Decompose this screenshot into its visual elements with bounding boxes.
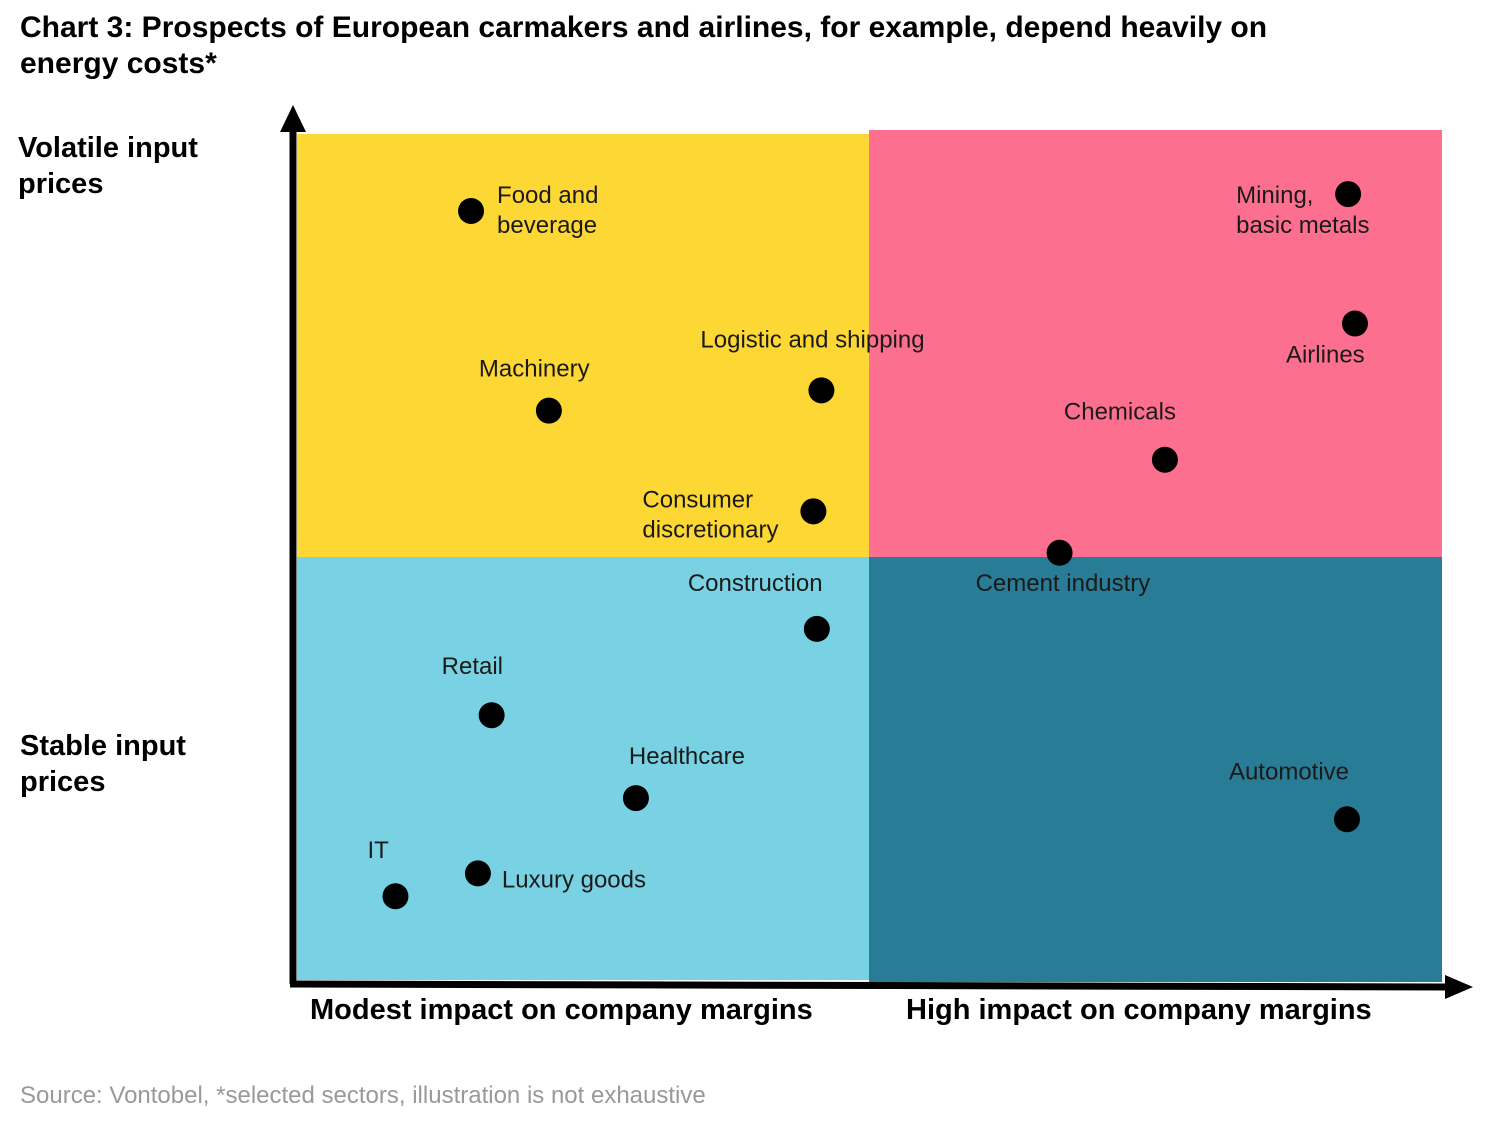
label-chemicals: Chemicals [1064,399,1176,426]
point-chemicals [1151,446,1178,473]
label-luxury-goods: Luxury goods [502,866,646,893]
point-mining-basic-metals [1335,181,1362,208]
x-label-modest: Modest impact on company margins [310,994,813,1026]
label-machinery: Machinery [479,356,590,383]
point-food-and-beverage [458,197,485,224]
label-food-and-beverage: Food and beverage [497,182,598,239]
point-logistic-and-shipping [808,377,835,404]
label-consumer-discretionary: Consumer discretionary [642,486,778,543]
label-mining-basic-metals: Mining, basic metals [1236,182,1369,239]
point-construction [803,615,830,642]
point-retail [478,702,505,729]
label-logistic-and-shipping: Logistic and shipping [700,326,924,353]
label-retail: Retail [442,653,503,680]
point-luxury-goods [464,860,491,887]
label-automotive: Automotive [1229,758,1349,785]
point-it [382,883,409,910]
label-it: IT [367,837,389,864]
label-healthcare: Healthcare [629,743,745,770]
point-airlines [1341,310,1368,337]
x-axis-arrowhead [1445,975,1473,999]
label-airlines: Airlines [1286,342,1365,369]
y-label-stable: Stable input prices [20,730,186,798]
label-construction: Construction [688,570,823,597]
point-cement-industry [1046,539,1073,566]
source-note: Source: Vontobel, *selected sectors, ill… [20,1082,706,1109]
x-label-high: High impact on company margins [906,994,1372,1026]
point-automotive [1333,806,1360,833]
label-cement-industry: Cement industry [976,570,1151,597]
y-axis-arrowhead [280,105,306,132]
data-points [382,181,1368,910]
chart-title: Chart 3: Prospects of European carmakers… [20,11,1268,80]
quadrant-bottom-right [869,557,1442,982]
point-consumer-discretionary [800,498,827,525]
data-labels: Food and beverage Mining, basic metals Airli… [367,182,1369,893]
y-label-volatile: Volatile input prices [18,132,198,200]
x-axis [289,980,1449,991]
point-machinery [535,397,562,424]
quadrant-bottom-left [297,557,869,980]
quadrant-top-left [297,134,869,557]
point-healthcare [622,785,649,812]
